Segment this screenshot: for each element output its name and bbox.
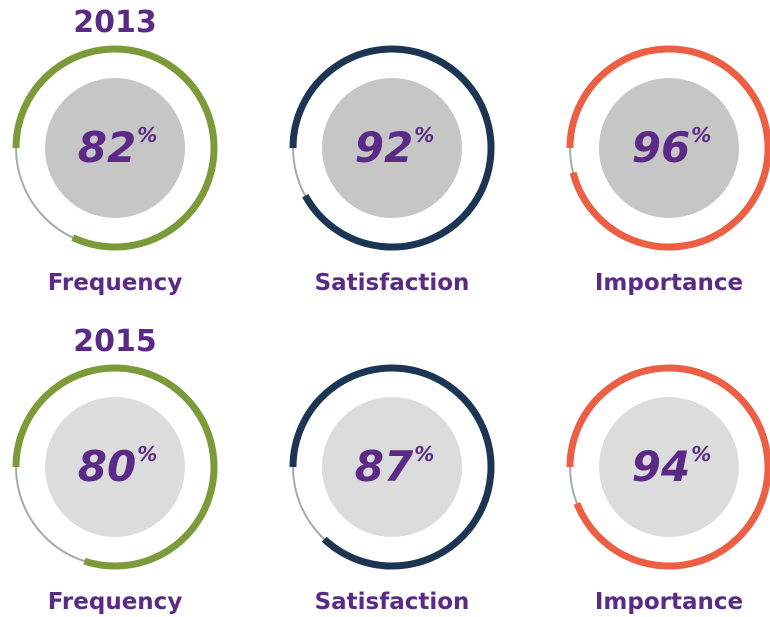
gauge-value: 87 bbox=[355, 442, 414, 491]
gauge-center bbox=[45, 397, 185, 537]
gauge-arc bbox=[289, 364, 495, 570]
gauge-value: 82 bbox=[78, 123, 136, 172]
gauge-value: 96 bbox=[632, 123, 690, 172]
section-title: 2013 bbox=[73, 5, 157, 40]
gauge-label: Satisfaction bbox=[315, 589, 470, 615]
gauge-arc bbox=[12, 45, 218, 251]
gauge-value: 80 bbox=[78, 442, 136, 491]
gauge-center bbox=[322, 397, 462, 537]
gauge-value: 92 bbox=[355, 123, 413, 172]
gauge-label: Frequency bbox=[48, 270, 183, 296]
gauge-label: Importance bbox=[595, 270, 743, 296]
gauge-center bbox=[599, 78, 739, 218]
gauge-value: 94 bbox=[632, 442, 690, 491]
gauge-unit: % bbox=[414, 123, 434, 147]
gauge-unit: % bbox=[691, 442, 711, 466]
section-title: 2015 bbox=[73, 324, 157, 359]
gauge-unit: % bbox=[137, 123, 157, 147]
gauge-arc bbox=[566, 45, 770, 251]
gauge-center bbox=[322, 78, 462, 218]
gauge-label: Importance bbox=[595, 589, 743, 615]
gauge-center bbox=[599, 397, 739, 537]
gauge-label: Satisfaction bbox=[315, 270, 470, 296]
gauge-unit: % bbox=[414, 442, 434, 466]
gauge-unit: % bbox=[137, 442, 157, 466]
gauge-arc bbox=[289, 45, 495, 251]
gauge-center bbox=[45, 78, 185, 218]
gauge-arc bbox=[12, 364, 218, 570]
gauge-arc bbox=[566, 364, 770, 570]
gauge-label: Frequency bbox=[48, 589, 183, 615]
gauge-unit: % bbox=[691, 123, 711, 147]
